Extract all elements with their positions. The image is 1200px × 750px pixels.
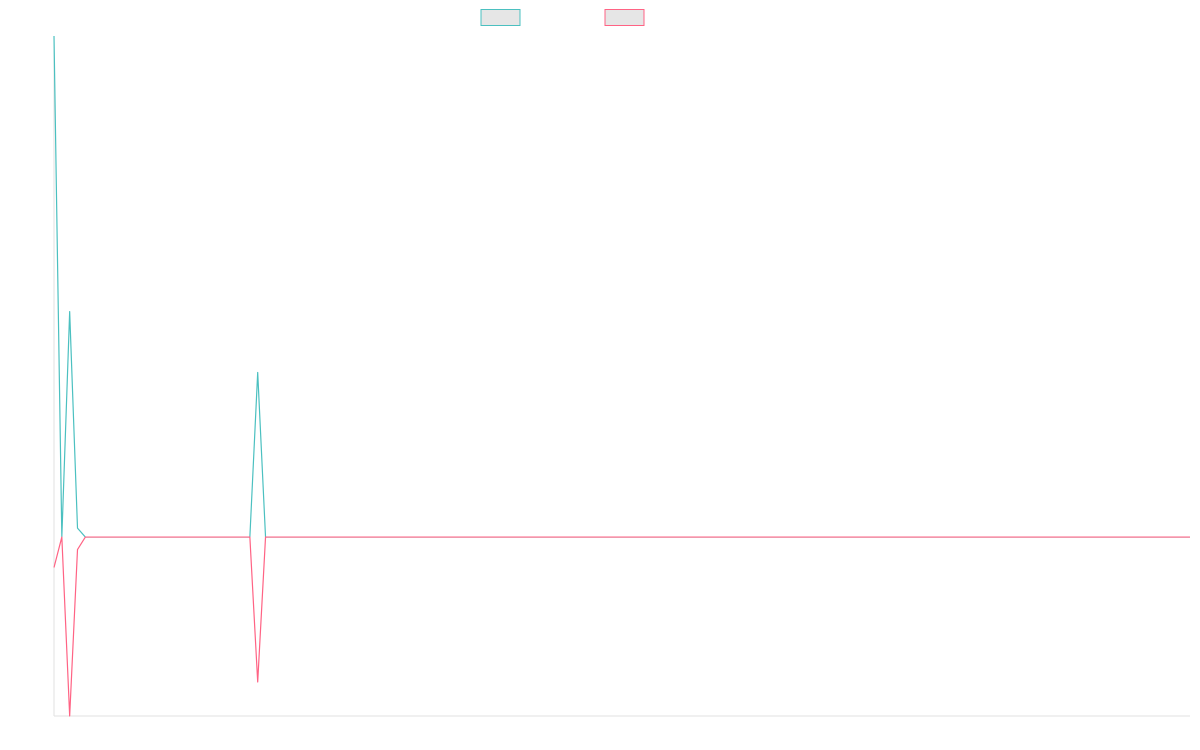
series-line-2	[53, 536, 1190, 717]
legend-swatch-1[interactable]	[480, 9, 521, 26]
series-line-1	[53, 35, 1190, 538]
series-group	[53, 35, 1190, 717]
legend[interactable]	[480, 9, 645, 26]
legend-swatch-2[interactable]	[604, 9, 645, 26]
axes	[53, 36, 1190, 717]
